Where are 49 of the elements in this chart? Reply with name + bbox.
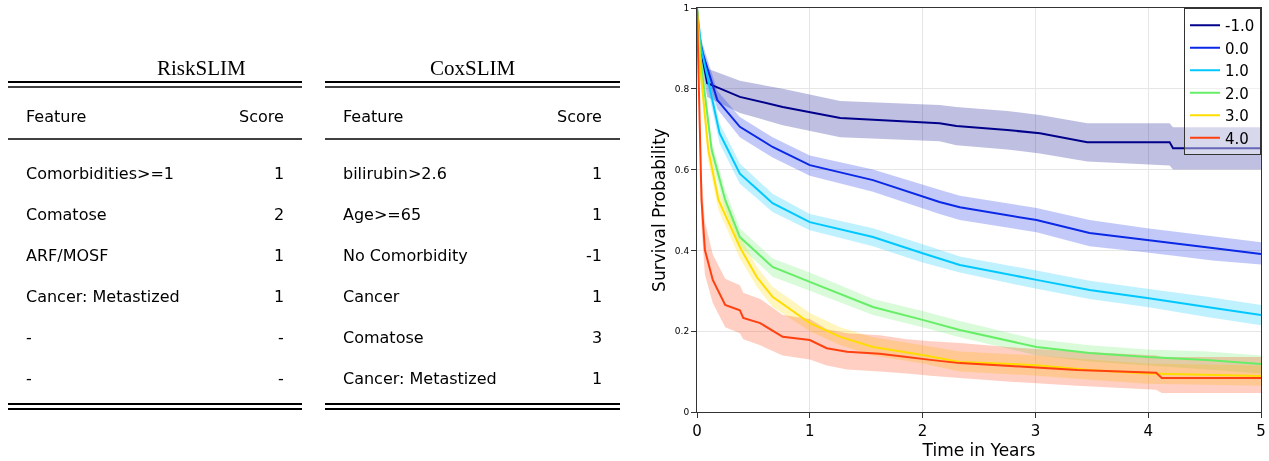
text: 1 (274, 287, 285, 306)
text: 1 (592, 164, 603, 183)
y-tick-label: 0 (683, 407, 690, 418)
text: Feature (343, 107, 404, 126)
text: 1 (592, 205, 603, 224)
text: 1 (274, 246, 285, 265)
text: Comatose (26, 205, 107, 224)
text: -1 (586, 246, 602, 265)
y-axis-title: Survival Probability (649, 128, 670, 292)
text: Cancer: Metastized (343, 369, 497, 388)
legend-label: 2.0 (1225, 84, 1249, 103)
y-tick-label: 0.6 (674, 164, 690, 175)
x-tick-label: 5 (1256, 422, 1266, 440)
text: - (26, 369, 32, 388)
text: Feature (26, 107, 87, 126)
text: Score (557, 107, 602, 126)
legend-label: 3.0 (1225, 107, 1249, 126)
text: bilirubin>2.6 (343, 164, 447, 183)
text: Age>=65 (343, 205, 422, 224)
text: CoxSLIM (430, 56, 516, 80)
y-tick-label: 0.4 (674, 245, 690, 256)
x-axis-title: Time in Years (921, 440, 1036, 460)
text: 1 (592, 287, 603, 306)
x-tick-label: 1 (805, 422, 815, 440)
text: 1 (592, 369, 603, 388)
text: Comorbidities>=1 (26, 164, 175, 183)
text: 2 (274, 205, 285, 224)
legend-label: 0.0 (1225, 39, 1249, 58)
x-tick-label: 2 (917, 422, 928, 440)
text: Score (239, 107, 284, 126)
text: No Comorbidity (343, 246, 468, 265)
text: Cancer: Metastized (26, 287, 180, 306)
text: ARF/MOSF (26, 246, 109, 265)
legend-label: -1.0 (1225, 17, 1255, 36)
x-tick-label: 4 (1143, 422, 1153, 440)
x-tick-label: 3 (1030, 422, 1041, 440)
text: - (278, 328, 284, 347)
legend-label: 1.0 (1225, 62, 1249, 81)
text: 3 (592, 328, 603, 347)
text: 1 (274, 164, 285, 183)
y-tick-label: 0.8 (674, 83, 690, 94)
legend-label: 4.0 (1225, 129, 1249, 148)
text: Cancer (343, 287, 400, 306)
text: - (278, 369, 284, 388)
y-tick-label: 1 (683, 3, 690, 14)
y-tick-label: 0.2 (674, 326, 690, 337)
text: - (26, 328, 32, 347)
text: RiskSLIM (157, 56, 247, 80)
text: Comatose (343, 328, 424, 347)
